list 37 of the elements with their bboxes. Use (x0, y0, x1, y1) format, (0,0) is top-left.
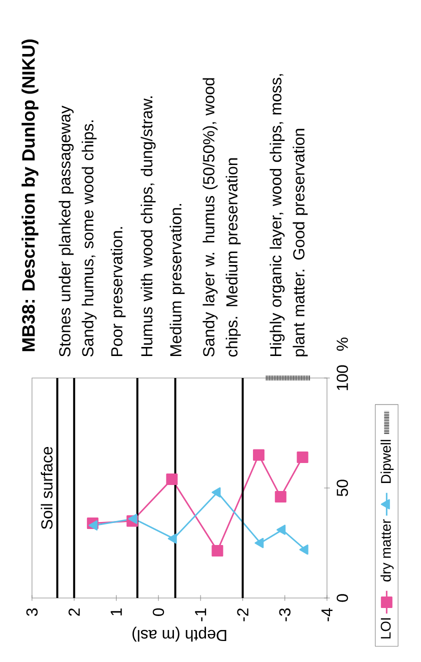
point (252, 449, 264, 461)
text: Highly organic layer, wood chips, moss, plant matter. Good preservation (270, 74, 308, 356)
y-tick-label: 0 (336, 594, 348, 602)
chart-title: MB38: Description by Dunlop (NIKU) (22, 40, 38, 352)
point (254, 538, 264, 548)
text: Medium preservation. (170, 204, 185, 356)
x-axis-title: Depth (m asl) (132, 626, 226, 642)
point (276, 524, 286, 535)
y-tick-label: 100 (336, 365, 348, 390)
point (88, 520, 98, 530)
point (212, 487, 221, 498)
text: Poor preservation. (110, 227, 126, 356)
point (128, 514, 138, 524)
ref-line-label: Soil surface (40, 446, 53, 530)
y-axis-title: % (336, 338, 348, 351)
x-tick-label: -1 (195, 608, 206, 622)
point (166, 473, 178, 485)
text: Stones under planked passageway (58, 106, 74, 357)
legend-label: LOI (380, 618, 391, 638)
x-tick-label: -3 (279, 608, 290, 622)
x-tick-label: 1 (110, 608, 122, 616)
y-tick-label: 50 (336, 480, 348, 496)
x-tick-label: 2 (68, 608, 80, 616)
text: Humus with wood chips, dung/straw. (140, 96, 156, 356)
x-tick-label: -2 (237, 608, 248, 622)
x-tick-label: 3 (26, 608, 38, 616)
point (212, 544, 224, 556)
text: Sandy layer w. humus (50/50%), wood chips. Medium preservation (202, 78, 241, 357)
point (296, 451, 308, 463)
point (274, 491, 286, 503)
legend-label: dry matter (380, 519, 394, 582)
x-tick-label: -4 (321, 608, 332, 622)
x-tick-label: 0 (152, 608, 164, 616)
legend-label: Dipwell (380, 440, 394, 483)
point (299, 544, 308, 555)
point (168, 534, 177, 544)
text: Sandy humus, some wood chips. (82, 120, 97, 357)
